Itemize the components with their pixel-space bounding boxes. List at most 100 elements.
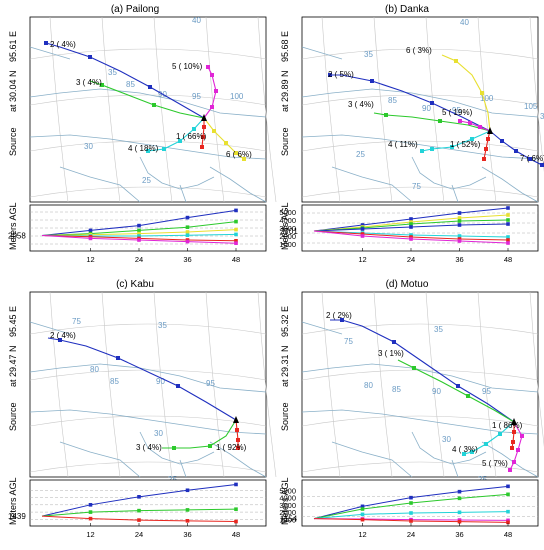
height-series-point [506,492,510,497]
trajectory-marker [176,384,180,388]
height-series-point [360,232,365,236]
map-graticule-number: 25 [356,150,365,159]
height-series-point [185,230,190,234]
map-graticule-number: 30 [84,142,93,151]
height-series-point [506,518,510,523]
trajectory-marker [430,147,434,151]
height-series-point [360,504,365,509]
latlon-gridline [205,16,225,203]
height-series-point [185,519,190,523]
time-tick-label: 12 [358,255,366,264]
trajectory-marker [478,125,482,129]
time-tick-label: 36 [183,530,191,539]
trajectory-marker [235,428,239,432]
map-frame [301,291,539,478]
map-graticule-number: 30 [154,429,163,438]
height-series-point [234,507,238,511]
source-label: Source [8,127,18,156]
source-marker [487,127,493,134]
trajectory-marker [384,113,388,117]
latlon-gridline [301,415,539,427]
trajectory-marker [242,157,246,161]
source-longitude: 95.61 E [8,31,18,62]
height-series-point [360,227,365,231]
map-graticule-number: 85 [392,385,401,394]
height-plot: 450030001500115412243648 [280,479,539,539]
trajectory-marker [172,446,176,450]
latlon-gridline [529,16,544,173]
trajectory-marker [178,139,182,143]
country-border [301,46,343,60]
map-graticule-number: 40 [460,18,469,27]
trajectory-line [511,422,515,449]
height-series-point [234,219,238,224]
country-border [59,166,141,203]
height-series-point [506,213,510,217]
height-series-point [457,496,462,501]
height-series-point [88,503,93,507]
time-tick-label: 24 [407,255,415,264]
height-tick-label: 1000 [279,515,296,524]
time-tick-label: 36 [183,255,191,264]
trajectory-marker [508,468,512,472]
trajectory-marker [328,73,332,77]
latlon-gridline [301,323,539,335]
cluster-label: 2 ( 4%) [50,40,76,49]
country-border [301,134,539,160]
height-series-point [409,217,413,221]
height-series-point [137,518,141,522]
source-marker [201,114,207,121]
map-graticule-number: 30 [442,435,451,444]
trajectory-marker [340,318,344,322]
panel-c: (c) Kabu Source at 29.47 N 95.45 E 35 80 85 90 9… [8,279,296,539]
country-border [331,166,413,203]
country-border [29,134,267,160]
trajectory-marker [214,89,218,93]
height-series-point [409,237,413,241]
latlon-gridline [477,291,497,478]
cluster-label: 2 ( 4%) [50,331,76,340]
country-border [139,156,215,190]
trajectory-marker [486,137,490,141]
height-series-point [457,237,462,241]
height-series-point [137,495,141,499]
map-graticule-number: 95 [482,387,491,396]
trajectory-marker [392,340,396,344]
panel-b: (b) Danka Source at 29.89 N 95.68 E 40 35 85 90… [280,4,544,264]
map-area: 40358590951003025751 ( 66%)2 ( 4%)3 ( 4%… [29,16,277,239]
cluster-label: 1 ( 52%) [450,140,481,149]
trajectory-marker [58,338,62,342]
height-series-point [234,239,238,243]
height-series-point [137,508,141,513]
trajectory-marker [450,145,454,149]
height-series-point [457,489,462,494]
cluster-label: 4 ( 3%) [452,445,478,454]
panel-title: (b) Danka [385,4,429,15]
map-frame [29,291,267,478]
height-series-point [457,219,462,223]
latlon-gridline [49,16,69,203]
latlon-gridline [101,16,121,203]
trajectory-line [483,130,491,160]
latlon-gridline [29,48,267,60]
trajectory-marker [224,141,228,145]
trajectory-marker [514,149,518,153]
height-series-point [409,495,413,500]
map-graticule-number: 75 [72,317,81,326]
latlon-gridline [301,186,539,198]
cluster-label: 5 ( 7%) [482,459,508,468]
height-tick-label: 4000 [279,216,296,225]
map-graticule-number: 100 [230,92,244,101]
trajectory-line [330,319,515,423]
latlon-gridline [49,291,69,478]
trajectory-marker [454,59,458,63]
cluster-label: 1 ( 86%) [492,421,523,430]
country-border [209,441,267,478]
time-tick-label: 24 [135,255,143,264]
country-border [209,166,267,203]
height-series-point [409,222,413,226]
map-graticule-number: 80 [364,381,373,390]
trajectory-marker [234,151,238,155]
cluster-label: 7 ( 6%) [520,154,544,163]
cluster-label: 3 ( 1%) [378,349,404,358]
